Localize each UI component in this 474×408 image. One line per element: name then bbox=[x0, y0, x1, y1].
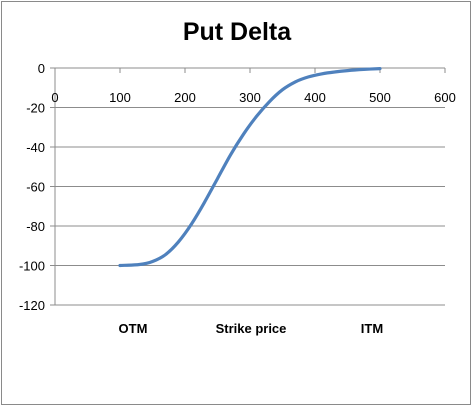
y-tick-label-6: -120 bbox=[19, 298, 45, 313]
x-tick-label-3: 300 bbox=[239, 90, 261, 105]
series-line-0 bbox=[118, 67, 382, 268]
chart-title: Put Delta bbox=[182, 18, 292, 46]
y-tick-label-5: -100 bbox=[19, 259, 45, 274]
category-label-1: Strike price bbox=[216, 321, 287, 336]
x-tick-label-0: 0 bbox=[51, 90, 58, 105]
x-tick-label-2: 200 bbox=[174, 90, 196, 105]
category-label-2: ITM bbox=[361, 321, 383, 336]
y-tick-label-1: -20 bbox=[26, 101, 45, 116]
x-tick-label-6: 600 bbox=[434, 90, 456, 105]
y-tick-label-2: -40 bbox=[26, 140, 45, 155]
category-label-0: OTM bbox=[119, 321, 148, 336]
y-tick-label-3: -60 bbox=[26, 180, 45, 195]
x-tick-label-4: 400 bbox=[304, 90, 326, 105]
y-tick-label-4: -80 bbox=[26, 219, 45, 234]
x-tick-label-5: 500 bbox=[369, 90, 391, 105]
x-tick-label-1: 100 bbox=[109, 90, 131, 105]
y-tick-label-0: 0 bbox=[38, 61, 45, 76]
